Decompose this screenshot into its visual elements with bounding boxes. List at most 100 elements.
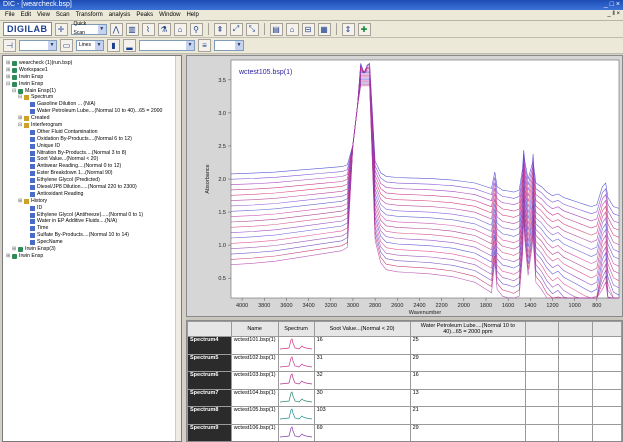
tree-item[interactable]: Soot Value...(Normal < 20) xyxy=(3,156,181,163)
column-header[interactable]: Water Petroleum Lube....(Normal 10 to 40… xyxy=(409,321,527,337)
tree-item[interactable]: ID xyxy=(3,205,181,212)
peak-search-icon[interactable]: ⌇ xyxy=(141,22,155,36)
color-icon[interactable]: ▮ xyxy=(107,39,120,52)
table-row[interactable]: Spectrum8 wctest105.bsp(1) 103 21 xyxy=(187,406,622,425)
tree-item[interactable]: Time xyxy=(3,225,181,232)
collapse-icon[interactable]: ⊟ xyxy=(18,122,23,129)
search-icon[interactable]: ⚲ xyxy=(189,22,203,36)
tree-item[interactable]: ⊞ Irwin Ensp xyxy=(3,74,181,81)
fit-icon[interactable]: ⊟ xyxy=(301,22,315,36)
pin-icon[interactable]: ⊣ xyxy=(3,39,16,52)
baseline-icon[interactable]: ⌂ xyxy=(173,22,187,36)
tree-item[interactable]: Ethylene Glycol (Antifreeze).....(Normal… xyxy=(3,212,181,219)
expand-icon[interactable]: ⊞ xyxy=(6,73,11,80)
tree-item[interactable]: Water in EP Additive Fluids....(N/A) xyxy=(3,218,181,225)
tree-item[interactable]: Unique ID xyxy=(3,143,181,150)
window-controls[interactable]: _ □ × xyxy=(603,1,620,8)
tree-item[interactable]: Ester Breakdown 1...(Normal 90) xyxy=(3,170,181,177)
wizard-icon[interactable]: ⇞ xyxy=(213,22,227,36)
peak-icon[interactable]: ⋀ xyxy=(109,22,123,36)
zoom-in-icon[interactable]: ⤢ xyxy=(229,22,243,36)
tree-item[interactable]: Diesel/JP8 Dilution.....(Normal 220 to 2… xyxy=(3,184,181,191)
table-row[interactable]: Spectrum5 wctest102.bsp(1) 31 29 xyxy=(187,353,622,372)
collapse-icon[interactable]: ⊟ xyxy=(6,80,11,87)
row-header[interactable]: Spectrum9 xyxy=(187,423,232,441)
tree-item[interactable]: ⊟ Irwin Ensp xyxy=(3,81,181,88)
tree-item[interactable]: Antiwear Reading....(Normal 0 to 12) xyxy=(3,163,181,170)
menu-file[interactable]: File xyxy=(5,12,15,18)
column-header[interactable]: Spectrum xyxy=(277,321,315,337)
menu-window[interactable]: Window xyxy=(159,12,181,18)
row-header[interactable]: Spectrum5 xyxy=(187,353,232,372)
tree-item[interactable]: Nitration By-Products....(Normal 3 to 8) xyxy=(3,150,181,157)
layout-icon[interactable]: ▭ xyxy=(60,39,73,52)
tree-item[interactable]: SpecName xyxy=(3,239,181,246)
row-header[interactable]: Spectrum7 xyxy=(187,388,232,407)
tree-item[interactable]: Antioxidant Reading xyxy=(3,191,181,198)
chart-type-icon[interactable]: ▂ xyxy=(123,39,136,52)
tree-item[interactable]: ⊞ wearcheck (1)(run.bsp) xyxy=(3,60,181,67)
tree-item[interactable]: ⊟ Main Ensp(1) xyxy=(3,88,181,95)
spectrum-chart[interactable]: 4000 3800 3600 3400 3200 3000 2800 2600 2400 2200… xyxy=(187,56,622,316)
expand-icon[interactable]: ⊞ xyxy=(18,115,23,122)
tree-item[interactable]: ⊞ History xyxy=(3,198,181,205)
add-icon[interactable]: ✚ xyxy=(357,22,371,36)
table-row[interactable]: Spectrum9 wctest106.bsp(1) 69 29 xyxy=(187,423,622,441)
zoom-out-icon[interactable]: ⤡ xyxy=(245,22,259,36)
bars-icon[interactable]: ⇕ xyxy=(341,22,355,36)
menu-peaks[interactable]: Peaks xyxy=(136,12,154,18)
collapse-icon[interactable]: ⊟ xyxy=(18,94,23,101)
expand-icon[interactable]: ⊞ xyxy=(12,246,17,253)
grid-icon[interactable]: ▦ xyxy=(317,22,331,36)
select-4[interactable]: ▼ xyxy=(214,40,244,51)
column-header[interactable] xyxy=(187,321,232,337)
row-header[interactable]: Spectrum8 xyxy=(187,406,232,425)
format-icon[interactable]: ≡ xyxy=(198,39,211,52)
menu-edit[interactable]: Edit xyxy=(20,12,32,18)
table-row[interactable]: Spectrum4 wctest101.bsp(1) 16 25 xyxy=(187,336,622,355)
expand-icon[interactable]: ⊞ xyxy=(6,60,11,66)
menu-transform[interactable]: Transform xyxy=(75,12,103,18)
column-header[interactable] xyxy=(558,321,593,337)
expand-icon[interactable]: ⊞ xyxy=(6,66,11,73)
tree-item[interactable]: ⊞ Irwin Ensp xyxy=(3,253,181,260)
tree-item[interactable]: ⊟ Interferogram xyxy=(3,122,181,129)
report-icon[interactable]: ▤ xyxy=(269,22,283,36)
tree-item[interactable]: Water Petroleum Lube....(Normal 10 to 40… xyxy=(3,108,181,115)
row-header[interactable]: Spectrum6 xyxy=(187,371,232,390)
table-row[interactable]: Spectrum6 wctest103.bsp(1) 32 16 xyxy=(187,371,622,390)
tree-item[interactable]: ⊞ Workspace1 xyxy=(3,67,181,74)
tree-item[interactable]: ⊞ Created xyxy=(3,115,181,122)
expand-icon[interactable]: ⊞ xyxy=(18,197,23,204)
row-header[interactable]: Spectrum4 xyxy=(187,336,232,355)
library-icon[interactable]: ▥ xyxy=(125,22,139,36)
sample-icon[interactable]: ⚗ xyxy=(157,22,171,36)
expand-icon[interactable]: ⊞ xyxy=(6,252,11,259)
tree-item[interactable]: Other Fluid Contamination xyxy=(3,129,181,136)
plot-area[interactable] xyxy=(230,59,620,299)
menu-analysis[interactable]: analysis xyxy=(108,12,131,18)
tree-item[interactable]: Oxidation By-Products....(Normal 6 to 12… xyxy=(3,136,181,143)
menu-help[interactable]: Help xyxy=(186,12,199,18)
menu-scan[interactable]: Scan xyxy=(55,12,70,18)
tree-item[interactable]: ⊞ Irwin Ensp(3) xyxy=(3,246,181,253)
select-1[interactable]: ▼ xyxy=(19,40,57,51)
print-icon[interactable]: ⌂ xyxy=(285,22,299,36)
tree-scrollbar[interactable] xyxy=(175,56,181,441)
table-row[interactable]: Spectrum7 wctest104.bsp(1) 30 13 xyxy=(187,388,622,407)
splitter-bar[interactable] xyxy=(186,317,623,320)
crosshair-icon[interactable]: ✛ xyxy=(54,22,68,36)
menu-view[interactable]: View xyxy=(37,12,50,18)
tree-item[interactable]: ⊟ Spectrum xyxy=(3,94,181,101)
scan-select[interactable]: Quick Scan ▼ xyxy=(70,21,107,36)
column-header[interactable]: Name xyxy=(230,321,279,337)
line-style-select[interactable]: Lines ▼ xyxy=(76,40,104,51)
mdi-controls[interactable]: _ ‖ × xyxy=(607,11,620,17)
collapse-icon[interactable]: ⊟ xyxy=(12,87,17,94)
select-3[interactable]: ▼ xyxy=(139,40,195,51)
column-header[interactable] xyxy=(525,321,560,337)
tree-item[interactable]: Gasoline Dilution ... (N/A) xyxy=(3,101,181,108)
column-header[interactable]: Soot Value...(Normal < 20) xyxy=(313,321,411,337)
tree-item[interactable]: Ethylene Glycol (Predicted) xyxy=(3,177,181,184)
tree-item[interactable]: Sulfate By-Products....(Normal 10 to 14) xyxy=(3,232,181,239)
